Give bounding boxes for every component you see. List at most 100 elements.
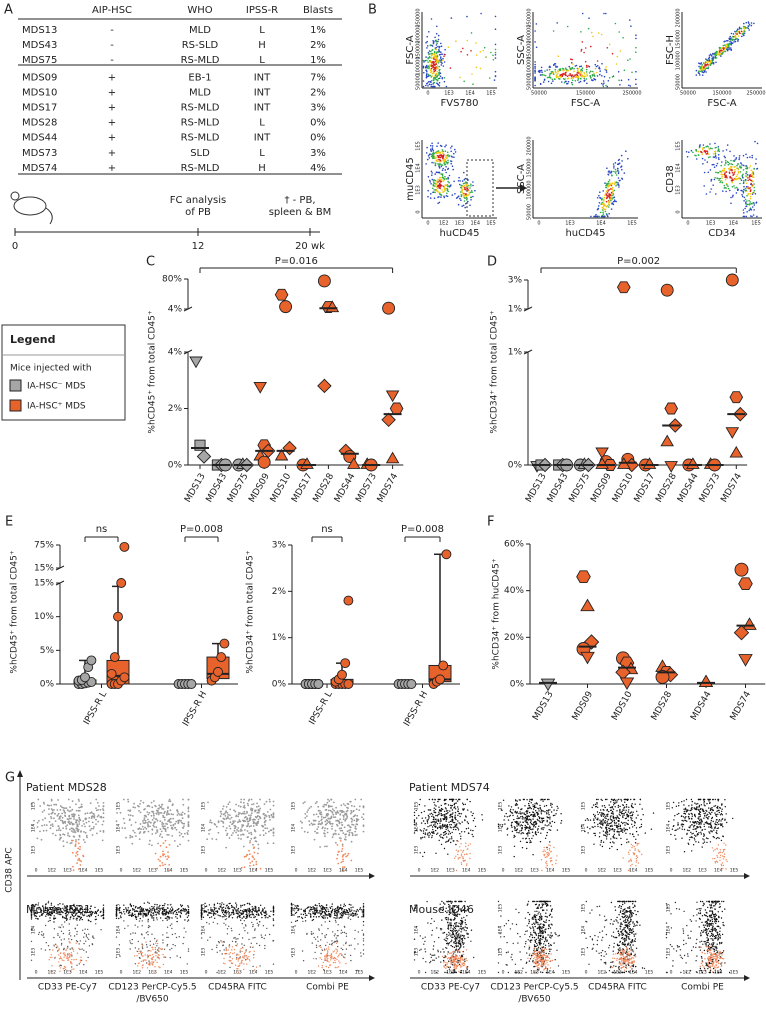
event-dot bbox=[153, 944, 154, 945]
event-dot bbox=[608, 213, 610, 215]
tick-label: 1E5 bbox=[265, 868, 274, 874]
event-dot bbox=[86, 934, 87, 935]
event-dot bbox=[214, 913, 215, 914]
event-dot bbox=[441, 62, 443, 64]
event-dot bbox=[170, 800, 172, 802]
event-dot bbox=[73, 829, 75, 831]
event-dot bbox=[445, 159, 447, 161]
event-dot bbox=[79, 846, 81, 848]
event-dot bbox=[335, 830, 337, 832]
event-dot bbox=[449, 155, 451, 157]
event-dot bbox=[238, 838, 240, 840]
event-dot bbox=[251, 922, 252, 923]
event-dot bbox=[38, 902, 39, 903]
event-dot bbox=[162, 948, 163, 949]
event-dot bbox=[162, 934, 163, 935]
event-dot bbox=[211, 838, 213, 840]
event-dot bbox=[159, 909, 160, 910]
event-dot bbox=[228, 913, 229, 914]
tick-label: 1E5 bbox=[180, 868, 189, 874]
event-dot bbox=[167, 827, 169, 829]
event-dot bbox=[745, 190, 747, 192]
event-dot bbox=[534, 71, 536, 73]
event-dot bbox=[149, 911, 150, 912]
event-dot bbox=[750, 191, 752, 193]
event-dot bbox=[438, 35, 440, 37]
event-dot bbox=[572, 80, 574, 82]
event-dot bbox=[339, 818, 341, 820]
event-dot bbox=[597, 197, 599, 199]
event-dot bbox=[567, 70, 569, 72]
event-dot bbox=[467, 189, 469, 191]
event-dot bbox=[250, 814, 252, 816]
event-dot bbox=[68, 938, 69, 939]
event-dot bbox=[52, 823, 54, 825]
event-dot bbox=[75, 843, 77, 845]
event-dot bbox=[231, 930, 232, 931]
event-dot bbox=[61, 931, 62, 932]
comparison-label: ns bbox=[96, 524, 108, 535]
event-dot bbox=[129, 835, 131, 837]
event-dot bbox=[745, 175, 747, 177]
event-dot bbox=[44, 910, 45, 911]
event-dot bbox=[67, 948, 68, 949]
event-dot bbox=[454, 149, 456, 151]
data-point bbox=[581, 600, 594, 611]
event-dot bbox=[201, 937, 202, 938]
event-dot bbox=[732, 43, 734, 45]
event-dot bbox=[721, 180, 723, 182]
event-dot bbox=[146, 811, 148, 813]
event-dot bbox=[327, 799, 329, 801]
event-dot bbox=[558, 55, 560, 57]
event-dot bbox=[429, 64, 431, 66]
event-dot bbox=[606, 191, 608, 193]
table-cell: L bbox=[259, 148, 265, 159]
event-dot bbox=[85, 929, 86, 930]
event-dot bbox=[88, 934, 89, 935]
event-dot bbox=[534, 64, 536, 66]
event-dot bbox=[704, 172, 706, 174]
event-dot bbox=[577, 71, 579, 73]
data-point bbox=[407, 680, 416, 689]
event-dot bbox=[618, 171, 620, 173]
event-dot bbox=[580, 74, 582, 76]
event-dot bbox=[249, 862, 251, 864]
event-dot bbox=[566, 83, 568, 85]
event-dot bbox=[599, 202, 601, 204]
event-dot bbox=[103, 820, 105, 822]
event-dot bbox=[615, 172, 617, 174]
event-dot bbox=[256, 919, 257, 920]
event-dot bbox=[465, 178, 467, 180]
event-dot bbox=[81, 804, 83, 806]
event-dot bbox=[267, 811, 269, 813]
event-dot bbox=[747, 194, 749, 196]
event-dot bbox=[116, 918, 117, 919]
event-dot bbox=[181, 833, 183, 835]
event-dot bbox=[716, 51, 718, 53]
event-dot bbox=[443, 180, 445, 182]
event-dot bbox=[635, 79, 637, 81]
event-dot bbox=[321, 816, 323, 818]
event-dot bbox=[253, 910, 254, 911]
event-dot bbox=[756, 201, 758, 203]
event-dot bbox=[206, 838, 208, 840]
y-tick-label: 0% bbox=[510, 680, 525, 690]
event-dot bbox=[586, 78, 588, 80]
event-dot bbox=[146, 962, 147, 963]
event-dot bbox=[155, 943, 156, 944]
event-dot bbox=[318, 810, 320, 812]
event-dot bbox=[138, 916, 139, 917]
event-dot bbox=[555, 72, 557, 74]
event-dot bbox=[201, 917, 202, 918]
event-dot bbox=[136, 917, 137, 918]
event-dot bbox=[607, 188, 609, 190]
event-dot bbox=[46, 908, 47, 909]
event-dot bbox=[149, 903, 150, 904]
event-dot bbox=[156, 907, 157, 908]
event-dot bbox=[466, 199, 468, 201]
data-point bbox=[197, 450, 210, 463]
event-dot bbox=[236, 912, 237, 913]
event-dot bbox=[79, 849, 81, 851]
event-dot bbox=[332, 814, 334, 816]
event-dot bbox=[268, 815, 270, 817]
